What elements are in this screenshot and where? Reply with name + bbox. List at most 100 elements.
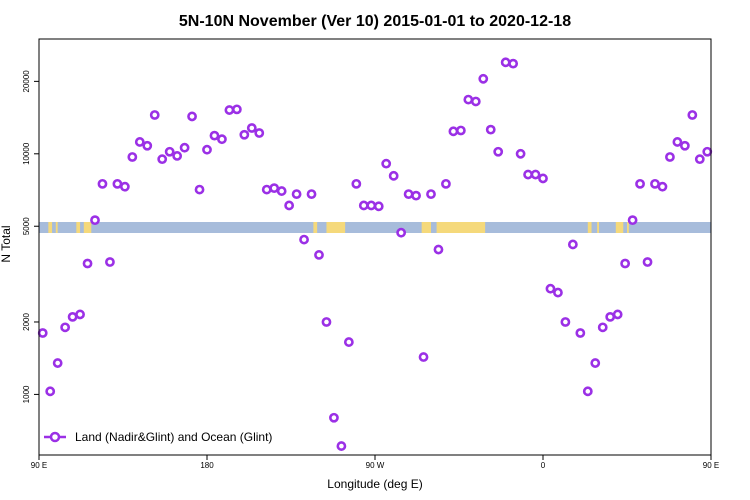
- x-tick-label: 180: [200, 461, 214, 470]
- data-point: [329, 412, 339, 423]
- data-point: [545, 283, 556, 294]
- land-segment: [627, 222, 629, 233]
- data-point: [553, 287, 563, 298]
- data-point: [209, 130, 220, 141]
- data-point: [411, 190, 421, 201]
- data-point: [231, 104, 242, 115]
- data-points: [37, 57, 713, 451]
- data-point: [343, 337, 354, 347]
- data-point: [702, 146, 713, 157]
- plot-frame: [38, 38, 712, 456]
- data-point: [112, 178, 123, 189]
- data-point: [650, 178, 660, 189]
- data-point: [418, 352, 429, 362]
- data-point: [351, 178, 362, 189]
- land-segment: [48, 222, 53, 233]
- data-point: [358, 200, 369, 211]
- data-point: [515, 148, 526, 159]
- land-segment: [587, 222, 592, 233]
- land-segment: [615, 222, 624, 233]
- data-point: [426, 189, 436, 200]
- data-point: [620, 258, 631, 269]
- y-tick-label: 10000: [22, 142, 31, 165]
- data-point: [314, 250, 324, 260]
- data-point: [299, 234, 309, 245]
- land-segment: [76, 222, 81, 233]
- chart-title: 5N-10N November (Ver 10) 2015-01-01 to 2…: [179, 13, 571, 30]
- data-point: [478, 73, 489, 84]
- y-axis-ticks: 1000 2000 5000 10000 20000: [22, 70, 39, 403]
- data-point: [373, 201, 384, 212]
- x-tick-label: 90 W: [366, 461, 385, 470]
- land-segment: [313, 222, 318, 233]
- data-point: [530, 169, 541, 180]
- land-segment: [597, 222, 599, 233]
- data-point: [500, 57, 511, 68]
- data-point: [597, 322, 608, 333]
- data-point: [172, 151, 183, 161]
- data-point: [687, 110, 698, 120]
- data-point: [284, 200, 295, 211]
- data-point: [396, 227, 407, 238]
- ocean-band: [39, 222, 711, 233]
- data-point: [560, 317, 571, 327]
- data-point: [276, 186, 287, 196]
- x-tick-label: 90 E: [31, 461, 47, 470]
- y-tick-label: 5000: [22, 217, 31, 235]
- data-point: [455, 125, 466, 136]
- data-point: [433, 244, 444, 255]
- data-point: [164, 146, 175, 157]
- data-point: [194, 184, 205, 195]
- data-point: [37, 328, 48, 338]
- data-point: [336, 441, 347, 451]
- data-point: [381, 158, 392, 169]
- land-segment: [421, 222, 431, 233]
- data-point: [470, 96, 481, 107]
- x-tick-label: 0: [541, 461, 546, 470]
- data-point: [75, 309, 85, 320]
- data-point: [567, 239, 578, 250]
- data-point: [590, 358, 601, 368]
- data-point: [388, 170, 399, 181]
- y-tick-label: 2000: [22, 313, 31, 331]
- land-segment: [83, 222, 92, 233]
- data-point: [657, 181, 668, 192]
- data-point: [441, 178, 451, 189]
- data-point: [291, 189, 302, 200]
- data-point: [90, 215, 100, 226]
- legend: Land (Nadir&Glint) and Ocean (Glint): [44, 430, 272, 444]
- data-point: [575, 328, 586, 338]
- data-point: [508, 58, 519, 69]
- data-point: [254, 128, 265, 138]
- x-axis-ticks: 90 E 180 90 W 0 90 E: [31, 455, 719, 470]
- data-point: [321, 317, 332, 327]
- data-point: [612, 309, 623, 320]
- data-point: [694, 154, 705, 165]
- data-point: [60, 322, 71, 333]
- legend-marker: [49, 431, 61, 443]
- y-tick-label: 20000: [22, 70, 31, 93]
- y-axis-label: N Total: [0, 225, 13, 262]
- data-point: [366, 200, 377, 211]
- data-point: [149, 110, 160, 120]
- surface-band: [39, 222, 711, 233]
- data-point: [105, 257, 115, 267]
- data-point: [127, 152, 138, 162]
- data-point: [119, 181, 130, 192]
- data-point: [246, 123, 257, 133]
- x-tick-label: 90 E: [703, 461, 719, 470]
- data-point: [627, 215, 638, 226]
- data-point: [97, 178, 108, 189]
- data-point: [538, 173, 548, 184]
- data-point: [67, 311, 78, 322]
- data-point: [82, 258, 93, 269]
- data-point: [202, 144, 212, 155]
- data-point: [485, 124, 496, 135]
- data-point: [672, 137, 683, 147]
- legend-label: Land (Nadir&Glint) and Ocean (Glint): [75, 430, 272, 444]
- data-point: [582, 386, 593, 397]
- data-point: [45, 386, 56, 397]
- data-point: [269, 183, 280, 194]
- land-segment: [436, 222, 486, 233]
